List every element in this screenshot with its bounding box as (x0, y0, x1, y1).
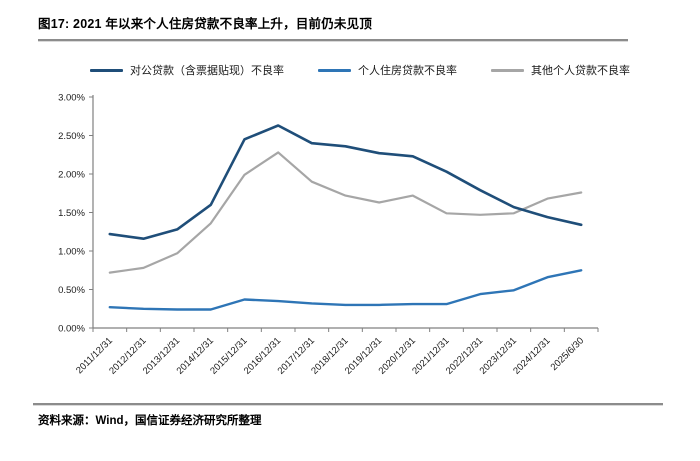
svg-text:1.00%: 1.00% (58, 247, 85, 258)
corporate-line-swatch (90, 68, 123, 72)
svg-text:0.50%: 0.50% (58, 285, 85, 296)
title-divider (38, 39, 628, 42)
source-note: 资料来源：Wind，国信证券经济研究所整理 (38, 415, 262, 427)
svg-text:3.00%: 3.00% (58, 93, 85, 104)
svg-text:2025/6/30: 2025/6/30 (549, 335, 587, 373)
legend-label-corporate: 对公贷款（含票据贴现）不良率 (130, 65, 284, 77)
chart-legend: 对公贷款（含票据贴现）不良率 个人住房贷款不良率 其他个人贷款不良率 (90, 62, 670, 78)
npl-line-chart: 0.00%0.50%1.00%1.50%2.00%2.50%3.00%2011/… (58, 93, 599, 377)
legend-item-corporate: 对公贷款（含票据贴现）不良率 (90, 62, 284, 78)
svg-text:2024/12/31: 2024/12/31 (511, 335, 552, 376)
legend-label-other: 其他个人贷款不良率 (531, 65, 630, 77)
legend-item-other: 其他个人贷款不良率 (491, 62, 630, 78)
other-line-swatch (491, 68, 524, 72)
svg-text:0.00%: 0.00% (58, 324, 85, 335)
legend-label-mortgage: 个人住房贷款不良率 (358, 65, 457, 77)
svg-text:2.50%: 2.50% (58, 131, 85, 142)
legend-item-mortgage: 个人住房贷款不良率 (318, 62, 457, 78)
svg-text:2.00%: 2.00% (58, 170, 85, 181)
svg-text:1.50%: 1.50% (58, 208, 85, 219)
mortgage-line-swatch (318, 68, 351, 72)
footer-divider (33, 403, 663, 406)
figure-title: 图17: 2021 年以来个人住房贷款不良率上升，目前仍未见顶 (38, 17, 373, 31)
